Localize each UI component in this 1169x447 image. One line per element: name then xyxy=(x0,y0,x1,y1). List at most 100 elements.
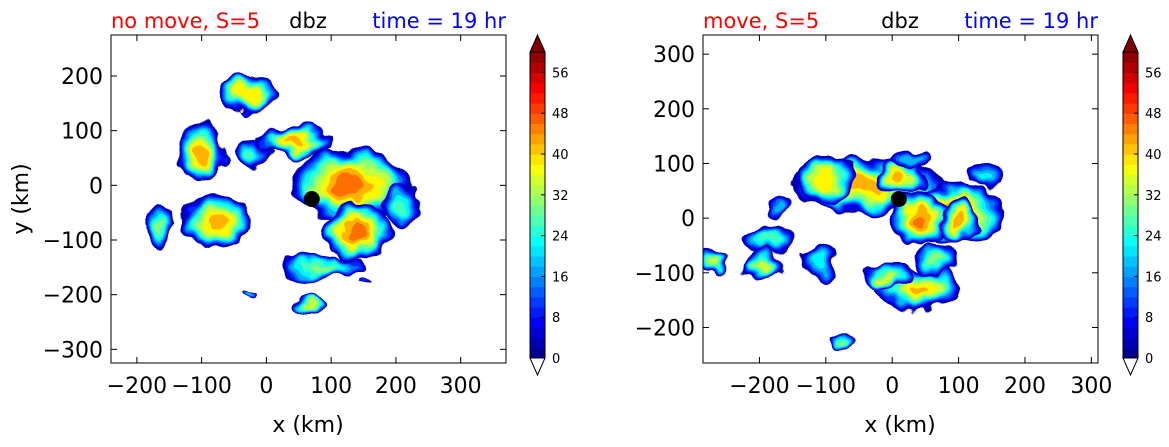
colorbar-tick-label: 40 xyxy=(552,148,569,163)
reflectivity-contour xyxy=(816,172,836,188)
colorbar-tick-label: 48 xyxy=(1145,107,1162,122)
colorbar-band xyxy=(1123,256,1138,267)
colorbar-frame xyxy=(1122,51,1139,359)
reflectivity-contour xyxy=(811,254,827,270)
x-tick-label: 100 xyxy=(310,374,352,399)
storm-center-marker xyxy=(890,191,907,207)
y-tick-label: 200 xyxy=(653,98,695,123)
left-title-mode: no move, S=5 xyxy=(111,9,260,33)
colorbar-band xyxy=(1123,276,1138,288)
colorbar-band xyxy=(1123,164,1138,175)
reflectivity-contour xyxy=(360,281,368,286)
reflectivity-contour xyxy=(210,215,226,227)
right-x-axis-label: x (km) xyxy=(864,413,935,438)
right-plot-frame xyxy=(702,34,1099,364)
reflectivity-contour xyxy=(347,223,367,241)
colorbar-band xyxy=(530,174,545,186)
colorbar-band xyxy=(530,215,545,226)
reflectivity-contour xyxy=(912,212,925,224)
colorbar-tick-label: 8 xyxy=(1145,311,1153,326)
colorbar-band xyxy=(530,72,545,84)
left-y-axis-label: y (km) xyxy=(9,163,34,234)
y-tick-label: −200 xyxy=(43,284,103,309)
reflectivity-contour xyxy=(759,235,780,245)
left-panel: no move, S=5 dbz time = 19 hr −200 −100 0 1… xyxy=(9,9,507,438)
colorbar-band xyxy=(1123,113,1138,124)
colorbar-tick-label: 16 xyxy=(552,270,569,285)
x-tick-label: 0 xyxy=(885,374,899,399)
x-tick-label: −200 xyxy=(107,374,167,399)
colorbar-tick-label: 16 xyxy=(1145,270,1162,285)
colorbar-band xyxy=(1123,133,1138,145)
colorbar-band xyxy=(1123,184,1138,196)
x-tick-label: 100 xyxy=(938,374,980,399)
right-title-variable: dbz xyxy=(881,9,919,33)
reflectivity-contour xyxy=(891,172,907,182)
y-tick-label: 100 xyxy=(653,152,695,177)
colorbar-band xyxy=(1123,296,1138,308)
colorbar-band xyxy=(1123,174,1138,186)
left-colorbar: 56 48 40 32 24 16 8 0 xyxy=(529,33,569,377)
x-tick-label: −100 xyxy=(796,374,856,399)
colorbar-band xyxy=(1123,143,1138,155)
colorbar-band xyxy=(530,133,545,145)
colorbar-band xyxy=(1123,72,1138,84)
y-tick-label: −300 xyxy=(43,338,103,363)
reflectivity-contour xyxy=(756,259,770,270)
reflectivity-contour xyxy=(979,170,991,178)
reflectivity-contour xyxy=(287,138,304,146)
reflectivity-contour xyxy=(775,201,784,214)
x-tick-label: 0 xyxy=(259,374,273,399)
reflectivity-contour xyxy=(246,292,255,297)
colorbar-band xyxy=(1123,327,1138,339)
reflectivity-contour xyxy=(952,214,965,228)
left-title-variable: dbz xyxy=(289,9,327,33)
colorbar-band xyxy=(530,225,545,237)
colorbar-band xyxy=(1123,52,1138,63)
reflectivity-contour xyxy=(909,284,928,294)
colorbar-tick-label: 40 xyxy=(1145,148,1162,163)
colorbar-band xyxy=(530,52,545,63)
colorbar-band xyxy=(530,327,545,339)
reflectivity-contour xyxy=(929,255,942,264)
colorbar-band xyxy=(1123,235,1138,247)
colorbar-band xyxy=(530,113,545,124)
y-tick-label: 0 xyxy=(89,174,103,199)
colorbar-band xyxy=(1123,286,1138,298)
x-tick-label: 200 xyxy=(375,374,417,399)
colorbar-band xyxy=(530,266,545,277)
colorbar-band xyxy=(1123,82,1138,94)
colorbar-tick-label: 0 xyxy=(1145,352,1153,367)
reflectivity-contour xyxy=(395,199,410,216)
reflectivity-contour xyxy=(194,143,209,162)
colorbar-band xyxy=(1123,205,1138,216)
reflectivity-contour xyxy=(841,339,850,344)
right-reflectivity-field xyxy=(704,152,1008,350)
left-x-axis-label: x (km) xyxy=(272,413,343,438)
colorbar-band xyxy=(530,92,545,104)
colorbar-band xyxy=(530,347,545,359)
left-reflectivity-field xyxy=(145,73,422,315)
colorbar-tick-label: 32 xyxy=(1145,189,1162,204)
reflectivity-contour xyxy=(310,264,333,271)
colorbar-band xyxy=(1123,194,1138,206)
colorbar-band xyxy=(530,103,545,114)
colorbar-band xyxy=(530,276,545,288)
x-tick-label: 300 xyxy=(440,374,482,399)
colorbar-band xyxy=(530,184,545,196)
y-tick-label: 300 xyxy=(653,43,695,68)
colorbar-band xyxy=(530,194,545,206)
colorbar-band xyxy=(530,307,545,318)
colorbar-tick-label: 0 xyxy=(552,352,560,367)
colorbar-band xyxy=(1123,62,1138,73)
colorbar-band xyxy=(1123,92,1138,104)
colorbar-band xyxy=(1123,154,1138,165)
colorbar-tick-label: 24 xyxy=(552,230,569,245)
colorbar-band xyxy=(1123,307,1138,318)
x-tick-label: −100 xyxy=(171,374,231,399)
storm-center-marker xyxy=(303,191,320,207)
reflectivity-contour xyxy=(333,174,368,197)
colorbar-band xyxy=(530,205,545,216)
colorbar-tick-label: 48 xyxy=(552,107,569,122)
